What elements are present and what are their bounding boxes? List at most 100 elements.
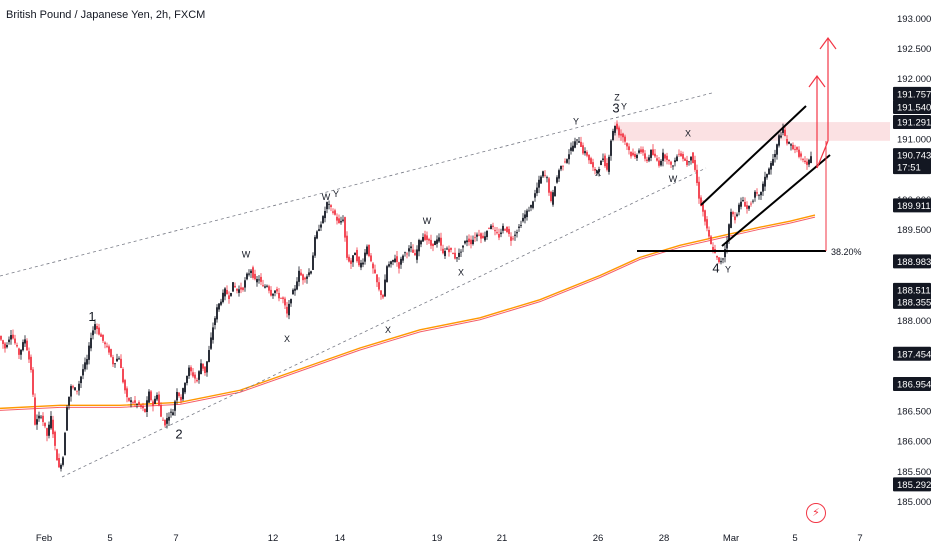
- lightning-alert-icon[interactable]: ⚡: [806, 503, 826, 523]
- candle: [548, 176, 550, 196]
- wave-label: W: [423, 216, 432, 226]
- candle: [706, 216, 708, 232]
- candle: [146, 396, 148, 418]
- candle: [270, 286, 272, 297]
- candle: [370, 253, 372, 263]
- candle: [42, 412, 44, 426]
- candle: [722, 257, 724, 264]
- candle: [604, 153, 606, 168]
- projection-arrow-2: [819, 36, 837, 141]
- wave-label: Y: [725, 264, 731, 274]
- candle: [200, 359, 202, 375]
- candle: [608, 154, 610, 175]
- candle: [374, 264, 376, 274]
- candle: [246, 272, 248, 281]
- price-badge-value: 188.511: [897, 285, 931, 296]
- candle: [778, 133, 780, 148]
- candle: [224, 287, 226, 301]
- candle: [716, 255, 718, 261]
- candle: [628, 143, 630, 155]
- candle: [480, 232, 482, 244]
- candle: [216, 304, 218, 323]
- price-badge-value: 186.954: [897, 379, 931, 390]
- candle: [176, 388, 178, 405]
- candle: [448, 245, 450, 257]
- candle: [316, 230, 318, 240]
- candle: [626, 142, 628, 151]
- price-badge-value: 185.292: [897, 480, 931, 491]
- candle: [484, 231, 486, 242]
- candle: [582, 142, 584, 155]
- candle: [768, 167, 770, 175]
- candle: [352, 255, 354, 267]
- candle: [658, 157, 660, 168]
- candle: [774, 149, 776, 163]
- candle: [526, 208, 528, 221]
- candle: [570, 142, 572, 155]
- candle: [748, 205, 750, 211]
- candle: [274, 290, 276, 297]
- candle: [554, 186, 556, 197]
- candle: [662, 148, 664, 167]
- x-tick-label: 5: [792, 533, 797, 544]
- price-badge-value: 188.983: [897, 257, 931, 268]
- candle: [444, 248, 446, 260]
- candle: [288, 299, 290, 320]
- candle: [486, 230, 488, 240]
- candle: [738, 202, 740, 216]
- candle: [334, 208, 336, 216]
- candle: [324, 206, 326, 223]
- candle: [760, 191, 762, 201]
- candle: [360, 259, 362, 271]
- candle: [228, 291, 230, 304]
- candle: [186, 375, 188, 386]
- candle: [304, 276, 306, 283]
- price-badge: 186.954: [893, 376, 931, 391]
- candle: [436, 235, 438, 248]
- price-badge-value: 187.454: [897, 349, 931, 360]
- wave-label: 1: [88, 309, 95, 324]
- price-badge: 189.911: [893, 198, 931, 213]
- candle: [740, 197, 742, 210]
- x-tick-label: 14: [335, 533, 346, 544]
- candle: [542, 170, 544, 179]
- candle: [148, 389, 150, 404]
- candle: [500, 228, 502, 238]
- candle: [502, 223, 504, 234]
- candle: [346, 231, 348, 261]
- wave-label: X: [385, 325, 391, 335]
- candle: [356, 247, 358, 263]
- candle: [248, 269, 250, 277]
- candle: [456, 257, 458, 263]
- candle: [616, 120, 618, 131]
- candle: [644, 150, 646, 162]
- candle: [138, 400, 140, 407]
- candle: [24, 335, 26, 348]
- candle: [646, 156, 648, 164]
- candle: [44, 422, 46, 429]
- candle: [286, 301, 288, 318]
- candle: [744, 197, 746, 207]
- candle: [376, 274, 378, 288]
- candle: [294, 285, 296, 296]
- candle: [614, 125, 616, 136]
- candle: [680, 150, 682, 157]
- candle: [686, 155, 688, 167]
- candle: [710, 234, 712, 245]
- candle: [804, 156, 806, 164]
- candle: [546, 175, 548, 183]
- candle: [122, 367, 124, 384]
- candle: [734, 212, 736, 224]
- price-badge: 187.454: [893, 346, 931, 361]
- candle: [524, 210, 526, 224]
- candle: [222, 289, 224, 304]
- x-tick-label: 7: [857, 533, 862, 544]
- candle: [514, 230, 516, 241]
- candle: [670, 160, 672, 169]
- price-badge-sub: 17:51: [897, 163, 921, 174]
- candle: [648, 154, 650, 163]
- x-tick-label: 19: [432, 533, 443, 544]
- candle: [172, 408, 174, 416]
